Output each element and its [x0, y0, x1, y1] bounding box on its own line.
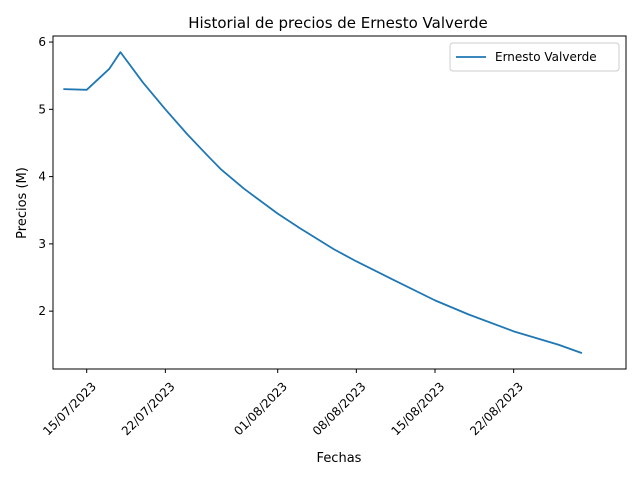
y-tick-label-0: 2	[38, 304, 46, 318]
legend-frame	[449, 42, 620, 72]
y-tick-label-4: 6	[38, 35, 46, 49]
legend-entry-ernesto-valverde: Ernesto Valverde	[495, 50, 597, 64]
chart-title: Historial de precios de Ernesto Valverde	[188, 14, 488, 32]
y-tick-label-1: 3	[38, 237, 46, 251]
series-line-0	[63, 51, 583, 355]
plot-area-frame	[52, 35, 627, 370]
y-axis-label: Precios (M)	[15, 167, 30, 239]
x-axis-label: Fechas	[317, 451, 362, 466]
y-axis-ticks: 2 3 4 5 6	[38, 35, 53, 318]
y-tick-label-2: 4	[38, 170, 46, 184]
y-tick-label-3: 5	[38, 102, 46, 116]
series-layer	[63, 51, 583, 355]
legend: Ernesto Valverde	[449, 42, 620, 72]
